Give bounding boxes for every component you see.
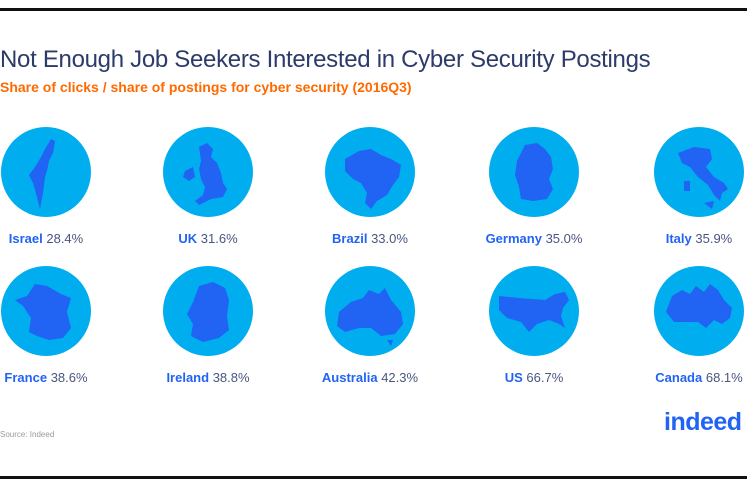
chart-title: Not Enough Job Seekers Interested in Cyb… bbox=[0, 46, 651, 73]
country-label: Ireland 38.8% bbox=[133, 370, 283, 385]
country-badge bbox=[1, 266, 91, 356]
country-badge bbox=[325, 266, 415, 356]
bottom-rule bbox=[0, 476, 747, 479]
country-name: France bbox=[4, 370, 48, 385]
australia-map-icon bbox=[337, 288, 403, 346]
italy-map-icon bbox=[678, 147, 728, 209]
country-value: 38.8% bbox=[212, 370, 250, 385]
country-badge bbox=[654, 127, 744, 217]
germany-map-icon bbox=[515, 143, 553, 201]
country-badge bbox=[654, 266, 744, 356]
country-name: Israel bbox=[8, 231, 43, 246]
country-badge bbox=[1, 127, 91, 217]
country-item-italy: Italy 35.9% bbox=[624, 127, 747, 257]
country-name: UK bbox=[178, 231, 198, 246]
country-value: 42.3% bbox=[381, 370, 419, 385]
country-value: 31.6% bbox=[200, 231, 238, 246]
country-badge bbox=[163, 127, 253, 217]
top-rule bbox=[0, 8, 747, 11]
country-label: France 38.6% bbox=[0, 370, 121, 385]
country-label: UK 31.6% bbox=[133, 231, 283, 246]
country-label: US 66.7% bbox=[459, 370, 609, 385]
country-name: Germany bbox=[485, 231, 542, 246]
country-item-australia: Australia 42.3% bbox=[295, 266, 445, 396]
country-label: Canada 68.1% bbox=[624, 370, 747, 385]
country-name: Canada bbox=[655, 370, 703, 385]
ireland-map-icon bbox=[187, 282, 229, 342]
country-name: Italy bbox=[665, 231, 692, 246]
brazil-map-icon bbox=[345, 149, 401, 209]
country-value: 38.6% bbox=[50, 370, 88, 385]
country-name: Brazil bbox=[332, 231, 368, 246]
country-name: US bbox=[504, 370, 523, 385]
country-value: 28.4% bbox=[46, 231, 84, 246]
country-label: Australia 42.3% bbox=[295, 370, 445, 385]
country-item-uk: UK 31.6% bbox=[133, 127, 283, 257]
country-value: 35.0% bbox=[545, 231, 583, 246]
country-item-ireland: Ireland 38.8% bbox=[133, 266, 283, 396]
country-name: Australia bbox=[321, 370, 378, 385]
country-badge bbox=[163, 266, 253, 356]
canada-map-icon bbox=[666, 284, 732, 328]
country-badge bbox=[489, 127, 579, 217]
country-value: 68.1% bbox=[705, 370, 743, 385]
country-label: Italy 35.9% bbox=[624, 231, 747, 246]
chart-subtitle: Share of clicks / share of postings for … bbox=[0, 79, 412, 95]
israel-map-icon bbox=[29, 139, 55, 209]
country-item-israel: Israel 28.4% bbox=[0, 127, 121, 257]
country-item-brazil: Brazil 33.0% bbox=[295, 127, 445, 257]
country-item-us: US 66.7% bbox=[459, 266, 609, 396]
country-item-germany: Germany 35.0% bbox=[459, 127, 609, 257]
country-label: Germany 35.0% bbox=[459, 231, 609, 246]
country-name: Ireland bbox=[166, 370, 210, 385]
country-badge bbox=[489, 266, 579, 356]
indeed-logo: indeed bbox=[664, 408, 742, 436]
country-value: 66.7% bbox=[526, 370, 564, 385]
us-map-icon bbox=[499, 292, 569, 332]
country-label: Israel 28.4% bbox=[0, 231, 121, 246]
country-value: 33.0% bbox=[371, 231, 408, 246]
country-value: 35.9% bbox=[695, 231, 733, 246]
france-map-icon bbox=[15, 284, 71, 340]
source-note: Source: Indeed bbox=[0, 430, 55, 439]
uk-map-icon bbox=[183, 143, 227, 205]
country-item-france: France 38.6% bbox=[0, 266, 121, 396]
country-item-canada: Canada 68.1% bbox=[624, 266, 747, 396]
country-label: Brazil 33.0% bbox=[295, 231, 445, 246]
country-badge bbox=[325, 127, 415, 217]
